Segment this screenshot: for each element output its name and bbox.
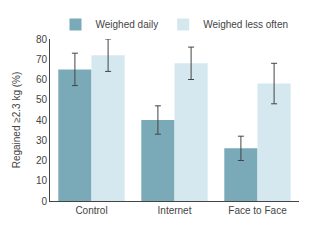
svg-text:80: 80 (36, 34, 48, 45)
svg-text:40: 40 (36, 115, 48, 126)
svg-text:0: 0 (41, 196, 47, 207)
svg-text:70: 70 (36, 54, 48, 65)
svg-text:60: 60 (36, 74, 48, 85)
svg-text:50: 50 (36, 94, 48, 105)
svg-text:Internet: Internet (158, 205, 192, 216)
svg-text:Weighed daily: Weighed daily (96, 19, 159, 30)
svg-text:Regained ≥2.3 kg (%): Regained ≥2.3 kg (%) (11, 72, 22, 169)
svg-text:Weighed less often: Weighed less often (203, 19, 288, 30)
svg-text:30: 30 (36, 135, 48, 146)
svg-text:10: 10 (36, 175, 48, 186)
svg-text:Control: Control (75, 205, 107, 216)
svg-text:20: 20 (36, 155, 48, 166)
svg-text:Face to Face: Face to Face (228, 205, 287, 216)
